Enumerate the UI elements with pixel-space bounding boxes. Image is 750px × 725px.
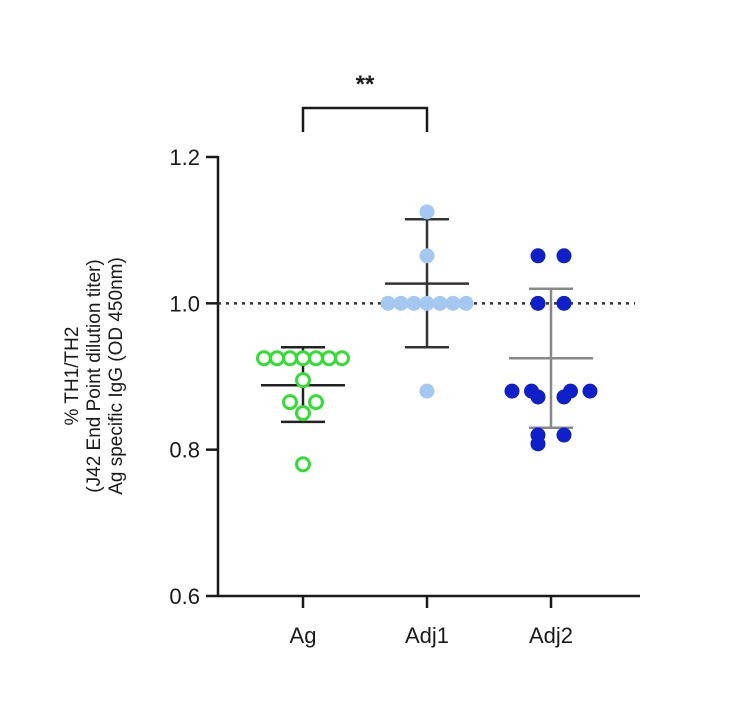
data-point-Ag: [256, 350, 272, 367]
significance-bracket: **: [301, 71, 429, 132]
significance-bracket-line: [301, 106, 429, 132]
data-point-Adj1: [419, 295, 435, 311]
y-tick-label: 1.0: [169, 291, 200, 316]
axes: 0.6 0.8 1.0 1.2: [169, 145, 640, 609]
data-point-Adj2: [530, 389, 546, 405]
data-point-Ag: [321, 350, 337, 367]
data-point-Adj1: [419, 383, 435, 399]
data-point-Ag: [295, 350, 311, 367]
data-point-Adj2: [556, 427, 572, 443]
data-point-Adj1: [432, 295, 448, 311]
data-point-Adj2: [530, 436, 546, 452]
data-point-Adj2: [556, 295, 572, 311]
data-point-Ag: [334, 350, 350, 367]
significance-label: **: [356, 71, 375, 98]
data-point-Adj1: [445, 295, 461, 311]
data-point-Ag: [308, 394, 324, 411]
data-point-Adj1: [406, 295, 422, 311]
x-axis-labels: Ag Adj1 Adj2: [290, 623, 573, 648]
data-point-Adj1: [458, 295, 474, 311]
y-axis-label: % TH1/TH2 (J42 End Point dilution titer) A…: [62, 257, 127, 495]
data-point-Ag: [295, 405, 311, 422]
data-point-Adj1: [393, 295, 409, 311]
data-point-Adj1: [419, 204, 435, 220]
x-tick-label-Ag: Ag: [290, 623, 317, 648]
data-point-Ag: [295, 372, 311, 389]
y-axis-label-line: (J42 End Point dilution titer): [84, 259, 105, 492]
data-point-Adj2: [504, 383, 520, 399]
data-point-Ag: [269, 350, 285, 367]
x-tick-label-Adj2: Adj2: [529, 623, 573, 648]
data-point-Adj1: [419, 248, 435, 264]
data-point-Ag: [282, 350, 298, 367]
data-point-Ag: [295, 456, 311, 473]
data-point-Adj2: [556, 248, 572, 264]
y-tick-label: 0.8: [169, 438, 200, 463]
y-tick-label: 0.6: [169, 584, 200, 609]
data-point-Adj2: [556, 389, 572, 405]
y-axis-label-line: Ag specific IgG (OD 450nm): [106, 257, 127, 495]
data-point-Adj2: [530, 295, 546, 311]
data-point-Ag: [282, 394, 298, 411]
data-point-Ag: [308, 350, 324, 367]
y-tick-label: 1.2: [169, 145, 200, 170]
x-tick-label-Adj1: Adj1: [405, 623, 449, 648]
data-point-Adj2: [582, 383, 598, 399]
data-point-Adj2: [530, 248, 546, 264]
y-axis-label-line: % TH1/TH2: [62, 327, 83, 426]
data-points: [256, 204, 598, 473]
data-point-Adj1: [380, 295, 396, 311]
